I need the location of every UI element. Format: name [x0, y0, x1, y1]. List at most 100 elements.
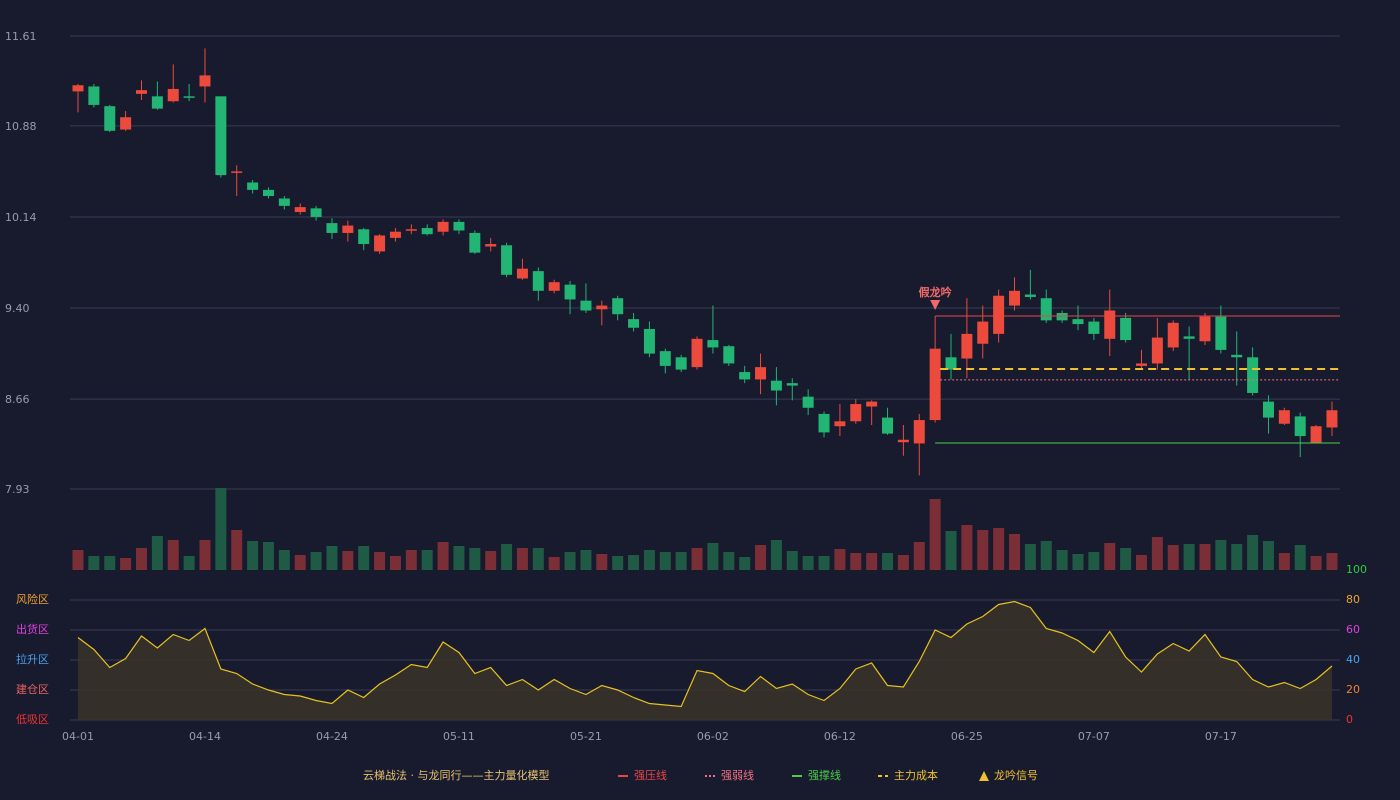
volume-bar: [755, 545, 767, 570]
volume-bar: [723, 552, 735, 570]
volume-bar: [1231, 544, 1243, 570]
candle-body: [707, 340, 719, 348]
volume-bar: [262, 542, 274, 570]
y-tick-label: 11.61: [5, 30, 37, 43]
candle-body: [596, 305, 608, 310]
candle-body: [294, 207, 306, 213]
x-tick-label: 04-01: [62, 730, 94, 743]
candle-body: [516, 268, 528, 279]
candle-body: [1151, 337, 1163, 364]
y-tick-label: 10.14: [5, 211, 37, 224]
candle-body: [961, 333, 973, 359]
volume-bar: [120, 558, 132, 570]
candle-body: [469, 232, 481, 253]
volume-bar: [1326, 553, 1338, 570]
volume-bar: [453, 546, 465, 570]
volume-bar: [247, 541, 259, 570]
volume-bar: [1120, 548, 1132, 570]
volume-bar: [1183, 544, 1195, 570]
volume-bar: [1310, 556, 1322, 570]
candle-body: [691, 338, 703, 368]
candle-body: [1247, 357, 1259, 393]
volume-bar: [945, 531, 957, 570]
volume-bar: [643, 550, 655, 570]
x-tick-label: 05-11: [443, 730, 475, 743]
candle-body: [167, 88, 179, 102]
candle-body: [612, 298, 624, 315]
candle-body: [135, 90, 147, 94]
candle-body: [183, 96, 195, 98]
y2-tick-label: 60: [1346, 623, 1360, 636]
y2-tick-label: 0: [1346, 713, 1353, 726]
volume-bar: [913, 542, 925, 570]
candle-body: [628, 319, 640, 328]
candle-body: [643, 328, 655, 354]
volume-bar: [358, 546, 370, 570]
volume-bar: [1088, 552, 1100, 570]
y2-tick-label: 40: [1346, 653, 1360, 666]
signal-label: 假龙吟: [919, 285, 952, 299]
volume-bar: [929, 499, 941, 570]
volume-bar: [1215, 540, 1227, 570]
zone-label: 拉升区: [16, 652, 49, 666]
candle-body: [1040, 298, 1052, 321]
candle-body: [247, 182, 259, 190]
volume-bar: [104, 556, 116, 570]
candle-body: [834, 421, 846, 427]
volume-bar: [342, 551, 354, 570]
signal-marker: [930, 300, 941, 310]
volume-bar: [612, 556, 624, 570]
volume-bar: [580, 550, 592, 570]
volume-bar: [564, 552, 576, 570]
candle-body: [786, 383, 798, 386]
candle-body: [723, 346, 735, 364]
candle-body: [358, 229, 370, 245]
x-tick-label: 04-14: [189, 730, 221, 743]
volume-bar: [1262, 541, 1274, 570]
volume-bar: [135, 548, 147, 570]
candle-body: [88, 86, 100, 105]
volume-bar: [770, 540, 782, 570]
volume-bar: [739, 557, 751, 570]
y2-tick-label: 80: [1346, 593, 1360, 606]
candle-body: [818, 413, 830, 433]
volume-bar: [691, 548, 703, 570]
candle-body: [1262, 401, 1274, 418]
candle-body: [1009, 290, 1021, 306]
y-tick-label: 7.93: [5, 483, 30, 496]
y-tick-label: 10.88: [5, 120, 37, 133]
volume-bar: [1009, 534, 1021, 570]
volume-bar: [183, 556, 195, 570]
volume-bar: [167, 540, 179, 570]
candle-body: [421, 228, 433, 235]
volume-bar: [326, 546, 338, 570]
y2-tick-label: 100: [1346, 563, 1367, 576]
candle-body: [120, 117, 132, 130]
x-tick-label: 06-25: [951, 730, 983, 743]
volume-bar: [850, 553, 862, 570]
candle-body: [231, 171, 243, 173]
candle-body: [485, 244, 497, 247]
candle-body: [1167, 322, 1179, 348]
candle-body: [993, 295, 1005, 334]
candle-body: [866, 401, 878, 407]
legend-label: 强撑线: [808, 768, 841, 782]
volume-bar: [1104, 543, 1116, 570]
candle-body: [1231, 354, 1243, 358]
volume-bar: [1135, 555, 1147, 570]
candle-body: [1088, 321, 1100, 334]
y-tick-label: 9.40: [5, 302, 30, 315]
candle-body: [882, 417, 894, 434]
candle-body: [151, 96, 163, 109]
volume-bar: [469, 548, 481, 570]
candle-body: [1135, 363, 1147, 366]
candle-body: [755, 367, 767, 380]
volume-bar: [374, 552, 386, 570]
candle-body: [739, 372, 751, 380]
y-tick-label: 8.66: [5, 393, 30, 406]
candle-body: [1294, 416, 1306, 437]
x-tick-label: 07-07: [1078, 730, 1110, 743]
indicator-line: [77, 600, 1333, 708]
indicator-area: [78, 601, 1332, 720]
